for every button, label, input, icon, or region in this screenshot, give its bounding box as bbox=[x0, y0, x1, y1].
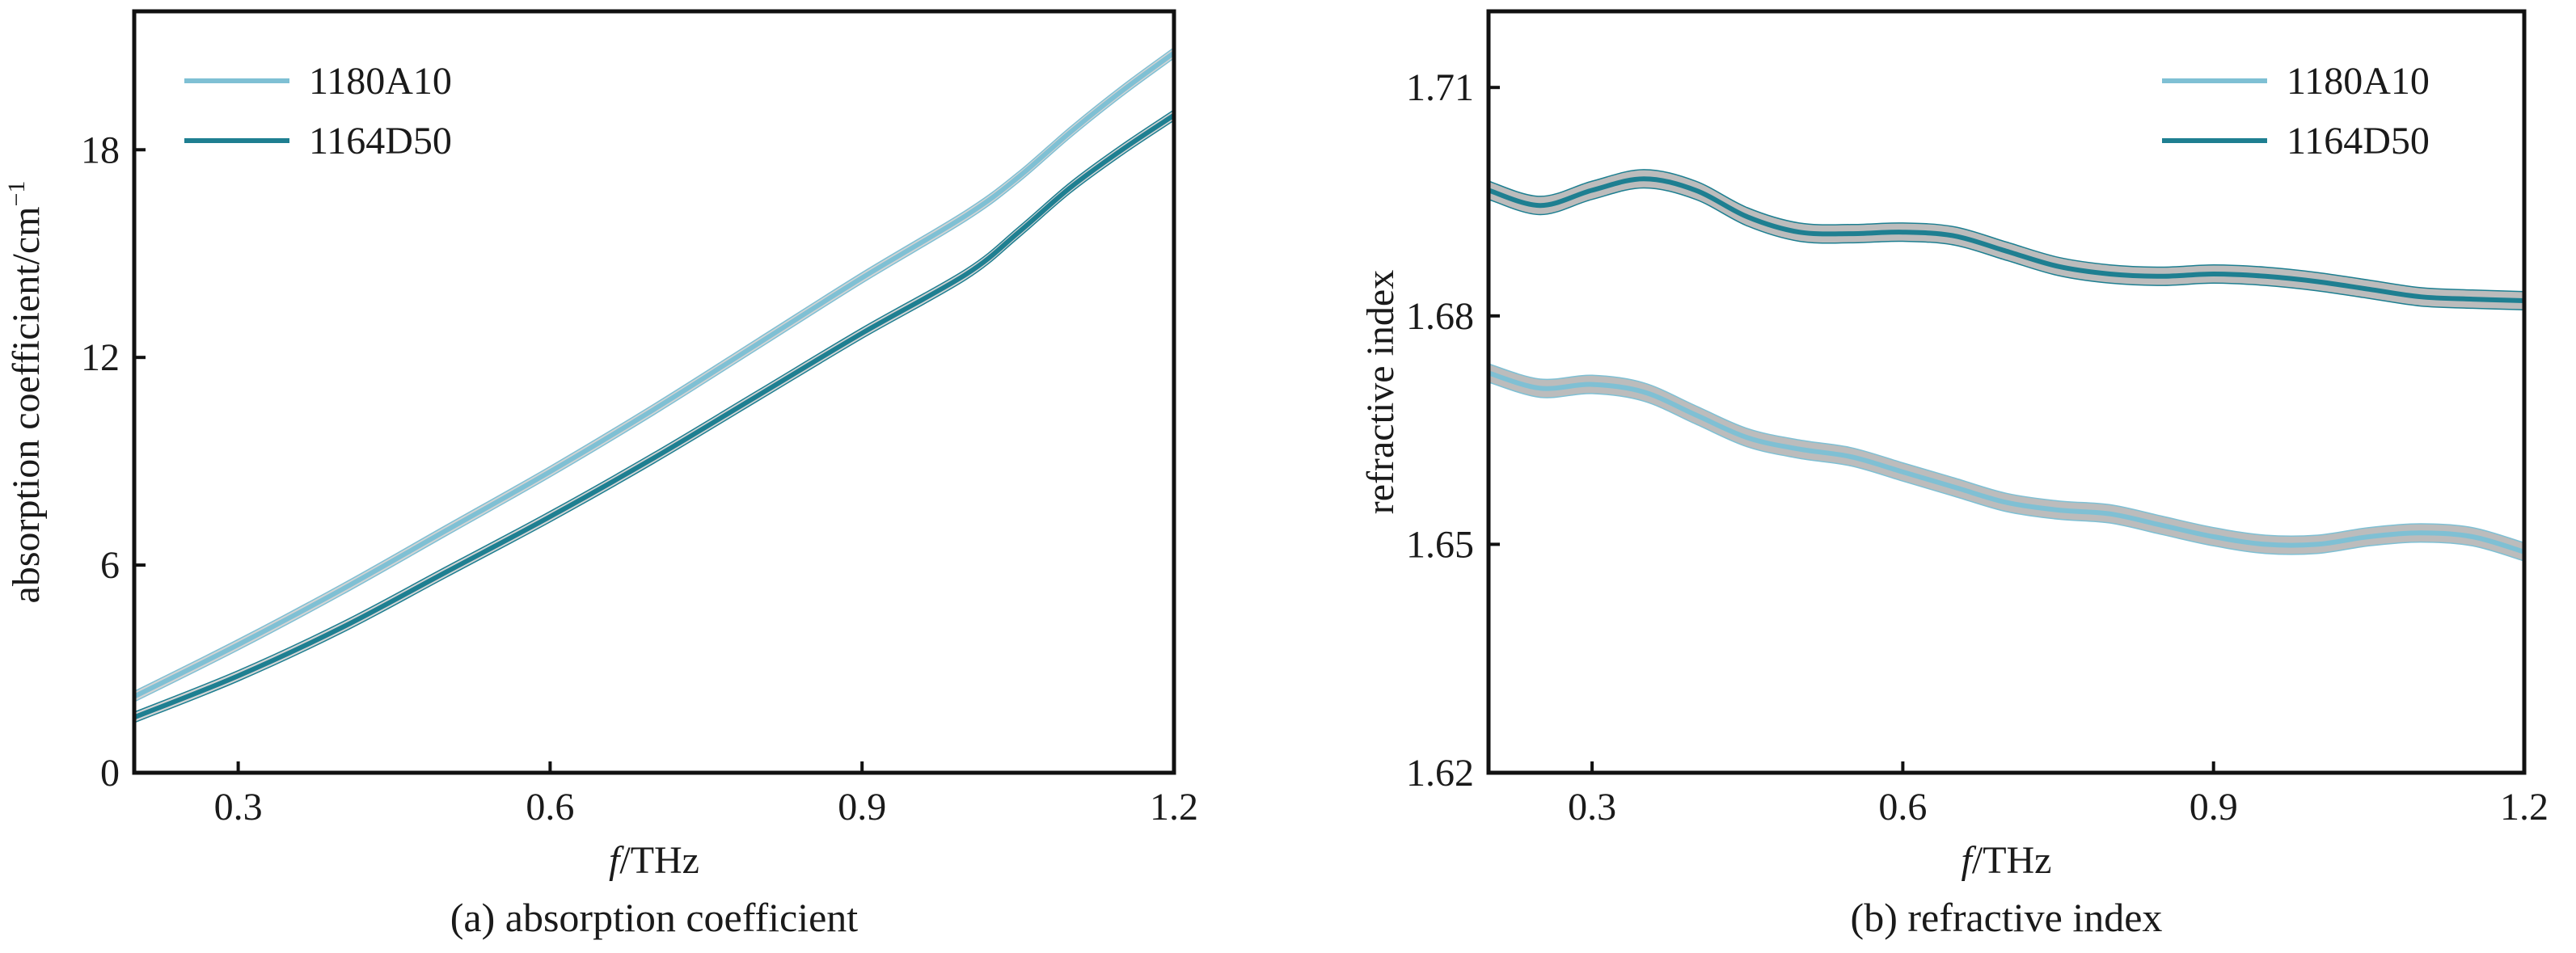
y-tick-label: 12 bbox=[81, 336, 120, 379]
tick-layer: 0.3 0.6 0.9 1.2 0 6 12 18 bbox=[81, 129, 1198, 829]
x-axis-label: f/THz bbox=[1962, 839, 2052, 882]
x-tick-label: 1.2 bbox=[2500, 786, 2549, 829]
x-tick-label: 1.2 bbox=[1150, 786, 1198, 829]
y-tick-label: 1.65 bbox=[1406, 523, 1474, 566]
plot-frame bbox=[1486, 9, 2527, 775]
y-tick-label: 1.68 bbox=[1406, 295, 1474, 338]
legend-label: 1180A10 bbox=[309, 60, 452, 103]
x-tick-label: 0.3 bbox=[1568, 786, 1616, 829]
series-band-1180A10 bbox=[134, 47, 1174, 703]
chart-panel-refractive: 0.3 0.6 0.9 1.2 1.62 1.65 1.68 1.71 1180A10 1164… bbox=[1359, 9, 2549, 940]
x-axis-label: f/THz bbox=[609, 839, 699, 882]
chart-caption: (b) refractive index bbox=[1851, 895, 2163, 940]
x-tick-label: 0.6 bbox=[1878, 786, 1927, 829]
y-axis-label: absorption coefficient/cm−1 bbox=[3, 181, 48, 604]
legend-label: 1180A10 bbox=[2287, 60, 2430, 103]
x-tick-label: 0.6 bbox=[526, 786, 574, 829]
y-axis-label: refractive index bbox=[1359, 270, 1402, 514]
series-layer bbox=[134, 47, 1174, 723]
y-tick-label: 18 bbox=[81, 129, 120, 171]
y-tick-label: 1.62 bbox=[1406, 752, 1474, 795]
x-tick-label: 0.9 bbox=[2190, 786, 2238, 829]
chart-caption: (a) absorption coefficient bbox=[450, 895, 859, 940]
y-tick-label: 0 bbox=[100, 752, 120, 795]
plot-frame bbox=[132, 9, 1176, 775]
tick-layer: 0.3 0.6 0.9 1.2 1.62 1.65 1.68 1.71 bbox=[1406, 66, 2549, 829]
x-tick-label: 0.3 bbox=[214, 786, 263, 829]
legend-label: 1164D50 bbox=[309, 120, 452, 162]
legend: 1180A10 1164D50 bbox=[2162, 60, 2430, 162]
series-line-1164D50 bbox=[1489, 176, 2524, 303]
legend: 1180A10 1164D50 bbox=[184, 60, 452, 162]
y-tick-label: 6 bbox=[100, 544, 120, 587]
y-tick-label: 1.71 bbox=[1406, 66, 1474, 109]
series-band-1164D50 bbox=[134, 109, 1174, 723]
series-line-1180A10 bbox=[1489, 370, 2524, 555]
series-line-1180A10 bbox=[134, 50, 1174, 699]
series-line-1164D50 bbox=[134, 112, 1174, 720]
legend-label: 1164D50 bbox=[2287, 120, 2430, 162]
series-layer bbox=[1489, 169, 2524, 562]
x-tick-label: 0.9 bbox=[838, 786, 886, 829]
